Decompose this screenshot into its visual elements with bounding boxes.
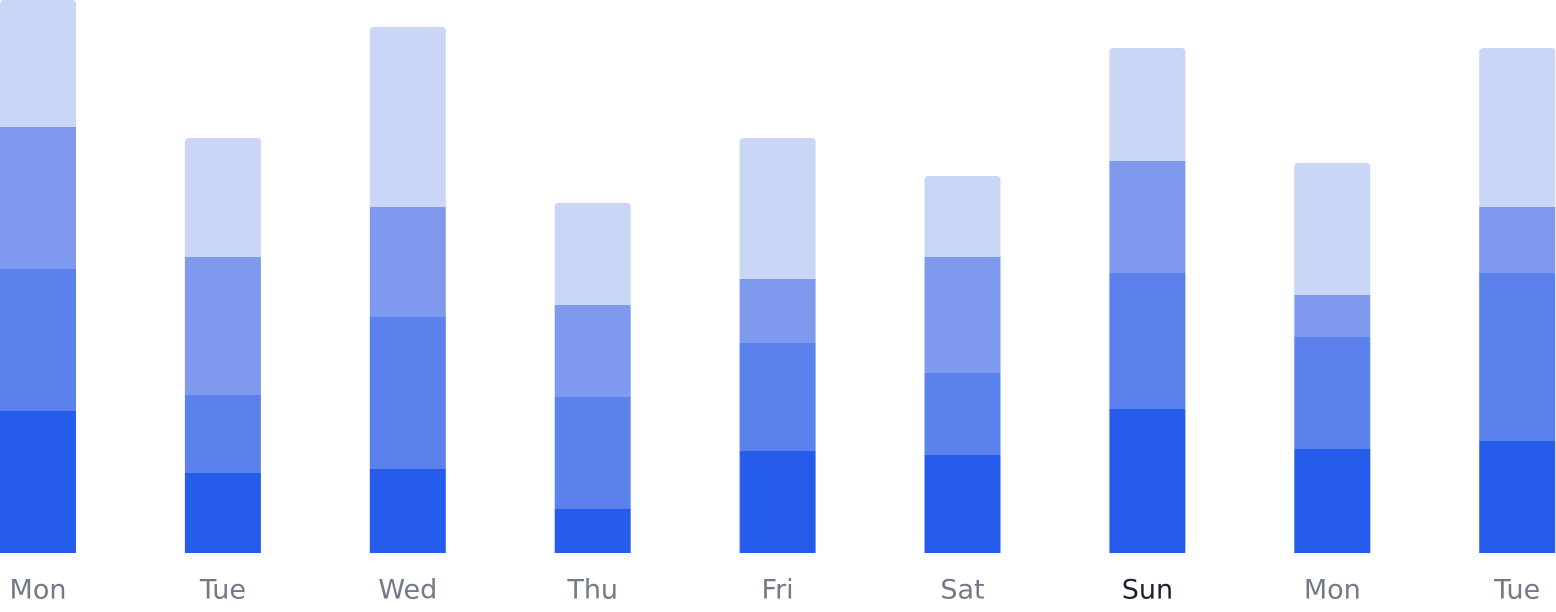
- bar-segment: [739, 138, 816, 279]
- bar-segment: [1109, 409, 1186, 553]
- bar-segment: [924, 455, 1001, 553]
- bar-segment: [1109, 273, 1186, 409]
- x-tick-label: Mon: [10, 575, 67, 606]
- bar-segment: [554, 305, 631, 397]
- bar-segment: [739, 451, 816, 553]
- bar-segment: [184, 138, 261, 257]
- bar-segment: [1479, 441, 1556, 553]
- bar-segment: [369, 469, 446, 553]
- bar-segment: [0, 0, 76, 127]
- bar-segment: [1479, 207, 1556, 273]
- bar-segment: [1479, 273, 1556, 441]
- x-tick-label: Sat: [940, 575, 984, 606]
- bar-segment: [369, 207, 446, 317]
- bar-segment: [924, 257, 1001, 373]
- bar-segment: [1294, 337, 1371, 449]
- bar-segment: [1294, 449, 1371, 553]
- bar-segment: [1109, 48, 1186, 161]
- bar-segment: [369, 27, 446, 207]
- x-tick-label: Fri: [762, 575, 794, 606]
- bar-segment: [739, 343, 816, 451]
- bar-segment: [184, 257, 261, 395]
- x-tick-label: Wed: [378, 575, 437, 606]
- bar-segment: [924, 373, 1001, 455]
- bar-segment: [369, 317, 446, 469]
- bar-segment: [1109, 161, 1186, 273]
- bar-segment: [554, 509, 631, 553]
- bar-segment: [739, 279, 816, 343]
- bar-segment: [0, 269, 76, 411]
- bar-segment: [184, 473, 261, 553]
- bar-segment: [924, 176, 1001, 257]
- bar-segment: [0, 127, 76, 269]
- bar-segment: [1479, 48, 1556, 207]
- x-tick-label: Mon: [1304, 575, 1361, 606]
- x-tick-label: Tue: [199, 575, 246, 606]
- bar-segment: [554, 203, 631, 305]
- bar-segment: [184, 395, 261, 473]
- bar-segment: [0, 411, 76, 553]
- bar-segment: [1294, 163, 1371, 295]
- x-tick-label: Tue: [1493, 575, 1540, 606]
- x-tick-label: Sun: [1122, 575, 1173, 606]
- bar-segment: [554, 397, 631, 509]
- bar-segment: [1294, 295, 1371, 337]
- x-tick-label: Thu: [566, 575, 618, 606]
